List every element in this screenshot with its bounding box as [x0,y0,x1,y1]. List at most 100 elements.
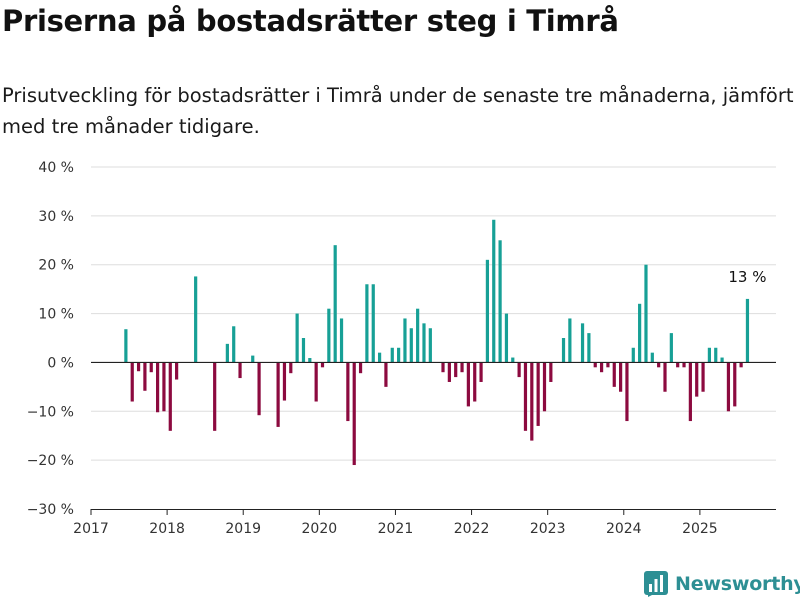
y-tick-label: 10 % [38,307,74,323]
newsworthy-logo-icon [644,571,668,597]
bar [504,313,509,363]
bar [733,362,737,407]
brand-name: Newsworthy [675,573,800,595]
bar [143,362,147,391]
grid-layer [91,166,776,461]
bar [707,347,711,363]
bar [612,362,616,387]
x-tick-label: 2021 [378,521,414,537]
bar [688,362,692,422]
bar [523,362,528,431]
bar [251,355,255,363]
bar [561,338,566,363]
latest-value-label: 13 % [728,268,766,286]
bar [314,362,318,402]
bar [327,308,331,363]
bar [346,362,350,422]
axis-lines [91,361,776,510]
bar [289,362,293,374]
bar [460,362,464,373]
bar [390,347,394,363]
bar [625,362,629,422]
bar [301,338,306,363]
bar [422,323,426,363]
bar [403,318,407,363]
bar [593,362,597,368]
bar [676,362,680,368]
bar [130,362,134,402]
bar [492,219,496,363]
bar [371,284,375,363]
bar [720,357,724,363]
y-tick-label: 30 % [38,209,74,225]
bar [447,362,451,382]
bar [352,362,356,466]
y-tick-label: −20 % [27,453,74,469]
bar [498,240,502,363]
x-tick-label: 2025 [682,521,718,537]
bar [168,362,172,431]
bar [136,362,141,372]
x-tick-label: 2019 [225,521,261,537]
bar [568,318,572,363]
bar [650,352,654,363]
bar [663,362,667,392]
bar [619,362,623,392]
bar [454,362,458,378]
bar [695,362,699,397]
bar [320,362,325,368]
bar [549,362,553,382]
chart-subtitle: Prisutveckling för bostadsrätter i Timrå… [2,84,794,138]
y-tick-label: 40 % [38,160,74,176]
bar [638,303,642,363]
bar [384,362,388,387]
bar [726,362,731,412]
bar [745,298,750,363]
bar [339,318,344,363]
x-tick-label: 2023 [530,521,566,537]
bar [580,323,585,363]
bar [308,358,312,363]
bars [124,219,750,466]
bar [517,362,521,378]
bar [276,362,280,427]
bar [428,328,432,363]
chart-title: Priserna på bostadsrätter steg i Timrå [2,4,619,38]
x-tick-label: 2017 [73,521,109,537]
bar [739,362,743,368]
bar [124,329,128,363]
bar [644,264,648,363]
bar [587,333,591,363]
bar [225,343,229,363]
y-tick-label: −30 % [27,502,74,518]
bar [701,362,705,392]
bar [213,362,217,431]
newsworthy-logo: Newsworthy [644,569,800,599]
x-axis-ticks: 2017 2018 2019 2020 2021 2022 2023 2024 2025 [73,509,718,537]
bar [156,362,160,413]
bar [377,352,382,363]
bar [295,313,299,363]
bar [599,362,604,373]
bar [365,284,369,363]
y-axis-ticks: 40 % 30 % 20 % 10 % 0 % −10 % −20 % −30 % [27,160,74,518]
x-tick-label: 2018 [149,521,185,537]
bar [441,362,445,373]
bar [631,347,635,363]
bar [162,362,166,412]
bar [536,362,540,426]
bar [333,245,337,363]
bar [397,347,401,363]
x-tick-label: 2020 [302,521,338,537]
bar [466,362,470,407]
bar [409,328,413,363]
bar [282,362,287,401]
bar [669,333,673,363]
bar [238,362,242,379]
x-tick-label: 2022 [454,521,490,537]
bar [175,362,179,380]
bar [657,362,661,368]
bar [232,326,236,363]
bar [714,347,718,363]
